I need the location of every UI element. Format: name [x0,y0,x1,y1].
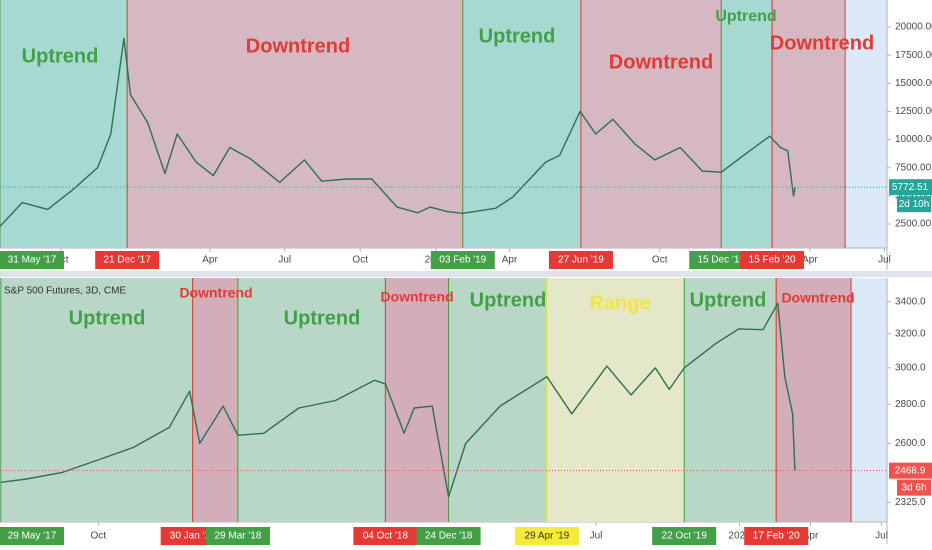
pane-separator [0,271,932,277]
date-label: 30 Jan '18 [170,531,216,542]
date-label: 22 Oct '19 [662,531,708,542]
y-tick-label: 2325.0 [895,497,926,508]
region [772,0,846,248]
date-label: 17 Feb '20 [753,531,800,542]
region [546,278,685,522]
date-box [416,527,481,545]
region-label: Uptrend [690,289,767,311]
x-tick-label: Apr [202,255,218,266]
region-label: Downtrend [380,289,453,305]
y-tick-label: 17500.00 [895,50,932,61]
y-tick-label: 15000.00 [895,78,932,89]
date-box [95,251,160,269]
region [237,278,386,522]
region [448,278,547,522]
y-tick-label: 3200.0 [895,328,926,339]
date-box [205,527,270,545]
countdown-box [897,479,931,496]
y-tick-label: 3400.0 [895,296,926,307]
date-label: 04 Oct '18 [363,531,409,542]
region-label: Downtrend [781,290,854,306]
last-price-label: 5772.51 [892,182,929,193]
date-label: 15 Dec '19 [698,255,746,266]
region-label: Downtrend [246,35,350,57]
price-line [0,37,796,227]
last-price-box [889,179,932,196]
region [0,278,193,522]
date-box [689,251,754,269]
region-label: Downtrend [770,32,874,54]
date-box [0,251,64,269]
date-label: 31 May '17 [8,255,57,266]
x-tick-label: Apr [802,255,818,266]
y-tick-label: 5000.00 [895,191,932,202]
y-tick-label: 10000.00 [895,134,932,145]
date-box [514,527,579,545]
date-label: 27 Jun '19 [558,255,604,266]
region [580,0,722,248]
x-tick-label: Oct [352,255,368,266]
region-label: Uptrend [715,8,776,25]
y-tick-label: 2800.0 [895,399,926,410]
x-tick-label: Jul [878,255,891,266]
region-label: Uptrend [22,45,99,67]
date-label: 29 Mar '18 [214,531,261,542]
date-label: 24 Dec '18 [425,531,473,542]
date-label: 15 Feb '20 [749,255,796,266]
countdown-box [897,196,931,213]
date-label: 03 Feb '19 [439,255,486,266]
price-axis [887,278,932,544]
date-box [548,251,613,269]
date-box [652,527,717,545]
region [776,278,852,522]
region [462,0,581,248]
region [684,278,777,522]
date-box [740,251,805,269]
region [721,0,773,248]
region [385,278,449,522]
x-tick-label: Jul [278,255,291,266]
y-tick-label: 2600.0 [895,438,926,449]
region-label: Range [589,292,650,314]
date-box [744,527,809,545]
date-label: 29 May '17 [8,531,57,542]
y-tick-label: 20000.00 [895,22,932,33]
price-axis [887,0,932,270]
region-label: Uptrend [69,307,146,329]
date-box [0,527,64,545]
x-tick-label: Apr [502,255,518,266]
region [192,278,238,522]
date-label: 29 Apr '19 [524,531,569,542]
y-tick-label: 12500.00 [895,106,932,117]
chart-title: S&P 500 Futures, 3D, CME [4,286,126,297]
region-label: Uptrend [470,289,547,311]
countdown-label: 2d 10h [899,199,930,210]
last-price-label: 2468.9 [895,465,926,476]
date-label: 21 Dec '17 [103,255,151,266]
x-tick-label: Jul [875,531,888,542]
region-label: Uptrend [479,25,556,47]
x-tick-label: Jul [590,531,603,542]
y-tick-label: 2500.00 [895,219,932,230]
region-label: Uptrend [284,307,361,329]
region-label: Downtrend [179,285,252,301]
region [0,0,128,248]
region [127,0,463,248]
price-line [0,302,796,498]
countdown-label: 3d 6h [901,482,926,493]
date-box [430,251,495,269]
date-box [353,527,418,545]
y-tick-label: 7500.00 [895,162,932,173]
x-tick-label: Apr [803,531,819,542]
x-tick-label: 2020 [728,531,751,542]
last-price-box [889,462,932,479]
region-label: Downtrend [609,51,713,73]
x-tick-label: Oct [652,255,668,266]
y-tick-label: 3000.0 [895,362,926,373]
x-tick-label: Oct [91,531,107,542]
